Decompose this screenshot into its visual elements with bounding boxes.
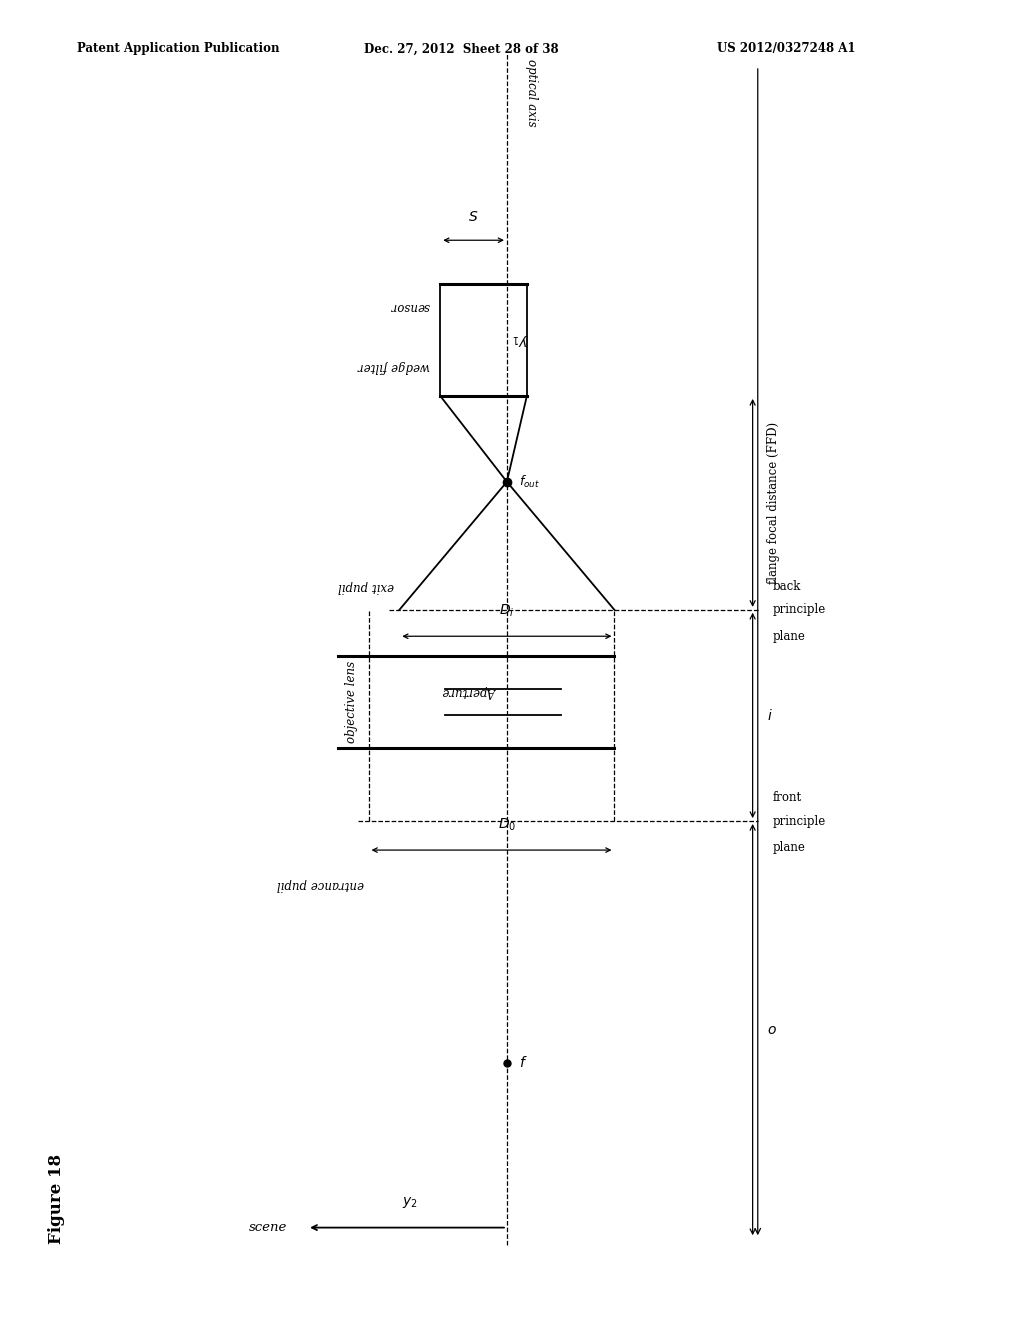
Text: $y_1$: $y_1$ bbox=[512, 333, 527, 347]
Text: US 2012/0327248 A1: US 2012/0327248 A1 bbox=[717, 42, 855, 55]
Text: principle: principle bbox=[773, 814, 826, 828]
Text: $D_0$: $D_0$ bbox=[498, 817, 516, 833]
Text: Dec. 27, 2012  Sheet 28 of 38: Dec. 27, 2012 Sheet 28 of 38 bbox=[364, 42, 558, 55]
Text: Patent Application Publication: Patent Application Publication bbox=[77, 42, 280, 55]
Text: $y_2$: $y_2$ bbox=[401, 1196, 418, 1210]
Text: scene: scene bbox=[249, 1221, 287, 1234]
Text: $o$: $o$ bbox=[767, 1023, 777, 1036]
Text: $D_i$: $D_i$ bbox=[500, 603, 514, 619]
Text: back: back bbox=[773, 579, 802, 593]
Text: Figure 18: Figure 18 bbox=[48, 1154, 65, 1243]
Text: $i$: $i$ bbox=[767, 708, 773, 723]
Text: entrance pupil: entrance pupil bbox=[276, 878, 364, 891]
Text: wedge filter: wedge filter bbox=[358, 360, 430, 372]
Text: objective lens: objective lens bbox=[345, 661, 358, 743]
Text: front: front bbox=[773, 791, 802, 804]
Text: principle: principle bbox=[773, 603, 826, 616]
Text: exit pupil: exit pupil bbox=[338, 579, 394, 593]
Text: Aperture: Aperture bbox=[443, 685, 497, 698]
Text: $S$: $S$ bbox=[468, 210, 479, 224]
Text: $f$: $f$ bbox=[519, 1055, 527, 1071]
Text: plane: plane bbox=[773, 841, 806, 854]
Text: $f_{out}$: $f_{out}$ bbox=[519, 474, 541, 490]
Text: flange focal distance (FFD): flange focal distance (FFD) bbox=[767, 422, 780, 583]
Text: sensor: sensor bbox=[391, 301, 430, 313]
Text: optical axis: optical axis bbox=[525, 59, 539, 127]
Text: plane: plane bbox=[773, 630, 806, 643]
